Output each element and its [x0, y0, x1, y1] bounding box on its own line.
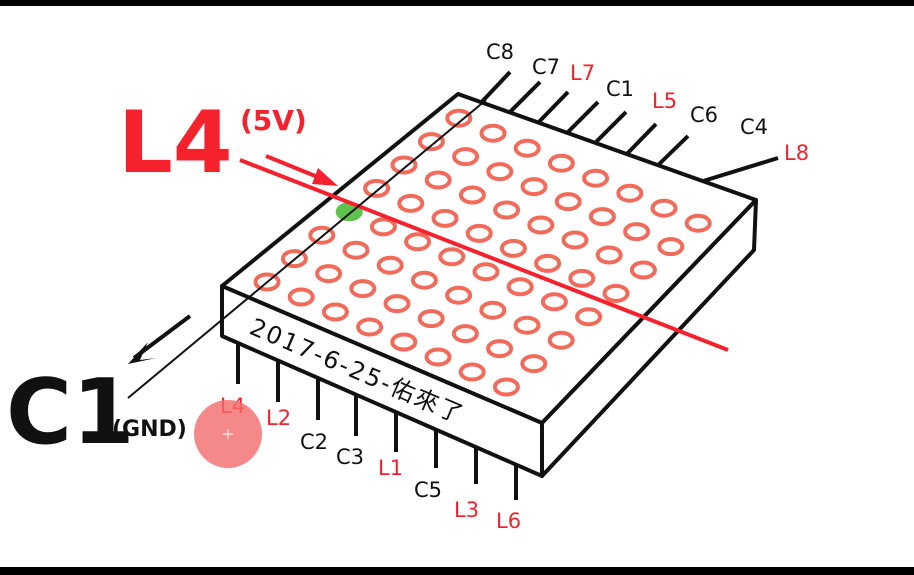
led: [445, 108, 473, 128]
led: [520, 177, 548, 197]
top-pin-label: C4: [740, 115, 768, 139]
top-pin-label: L5: [652, 89, 677, 113]
bottom-pin-label: L2: [266, 406, 291, 430]
led: [602, 283, 630, 303]
module-side-face: [540, 198, 758, 478]
led: [547, 153, 575, 173]
led: [383, 294, 411, 314]
led: [493, 200, 521, 220]
led: [315, 264, 343, 284]
led: [575, 307, 603, 327]
led: [486, 339, 514, 359]
led: [629, 260, 657, 280]
led: [595, 245, 623, 265]
led: [356, 317, 384, 337]
row-callout-label: L4: [118, 93, 233, 193]
bottom-pin-label: C2: [300, 430, 328, 454]
led: [472, 262, 500, 282]
led: [534, 253, 562, 273]
led: [588, 207, 616, 227]
led: [547, 330, 575, 350]
top-pin-label: L8: [784, 141, 809, 165]
led: [486, 162, 514, 182]
crosshair-cursor-icon: [223, 429, 233, 439]
led: [513, 315, 541, 335]
led: [479, 123, 507, 143]
led: [540, 292, 568, 312]
led: [650, 198, 678, 218]
led: [520, 354, 548, 374]
led: [492, 377, 520, 397]
led: [417, 309, 445, 329]
led: [342, 240, 370, 260]
top-pin-labels: C8 C7 L7 C1 L5 C6 C4 L8: [486, 40, 809, 165]
led: [390, 155, 418, 175]
led: [253, 272, 281, 292]
led: [424, 347, 452, 367]
led: [369, 217, 397, 237]
led: [582, 168, 610, 188]
led: [568, 268, 596, 288]
led: [561, 230, 589, 250]
led: [452, 147, 480, 167]
column-ground-label: (GND): [112, 417, 187, 442]
led: [623, 222, 651, 242]
led: [527, 215, 555, 235]
bottom-pin-label: L6: [496, 509, 521, 533]
led: [465, 223, 493, 243]
column-callout-label: C1: [6, 360, 135, 465]
led: [349, 279, 377, 299]
top-pin-label: C1: [606, 77, 634, 101]
led: [506, 277, 534, 297]
led: [513, 138, 541, 158]
led: [684, 213, 712, 233]
led: [458, 185, 486, 205]
led: [431, 208, 459, 228]
led: [397, 193, 425, 213]
bottom-pin-label: L1: [378, 456, 403, 480]
top-pin-label: C7: [532, 55, 560, 79]
led: [458, 362, 486, 382]
row-voltage-label: (5V): [240, 104, 307, 137]
led: [479, 300, 507, 320]
led: [280, 249, 308, 269]
led: [417, 132, 445, 152]
row-arrow-head: [312, 168, 338, 186]
led: [451, 324, 479, 344]
led-grid: [253, 108, 712, 397]
led: [321, 302, 349, 322]
frame-bottom-bar: [0, 567, 914, 575]
column-highlight-line: [127, 99, 487, 399]
led: [499, 238, 527, 258]
led: [376, 255, 404, 275]
top-pin-label: C6: [690, 103, 718, 127]
led: [308, 225, 336, 245]
led: [438, 247, 466, 267]
column-arrow-head: [128, 342, 156, 364]
bottom-pin-label: C3: [336, 445, 364, 469]
led: [616, 183, 644, 203]
led: [404, 232, 432, 252]
led: [445, 285, 473, 305]
row-highlight-line: [239, 158, 729, 352]
led: [390, 332, 418, 352]
led: [424, 170, 452, 190]
bottom-pin-label: L3: [454, 498, 479, 522]
led: [363, 178, 391, 198]
top-pin-label: L7: [570, 61, 595, 85]
led: [287, 287, 315, 307]
led: [657, 237, 685, 257]
bottom-pin-label: C5: [414, 478, 442, 502]
led: [554, 192, 582, 212]
top-pin-label: C8: [486, 40, 514, 64]
top-pin-lead: [699, 156, 779, 184]
led: [410, 270, 438, 290]
